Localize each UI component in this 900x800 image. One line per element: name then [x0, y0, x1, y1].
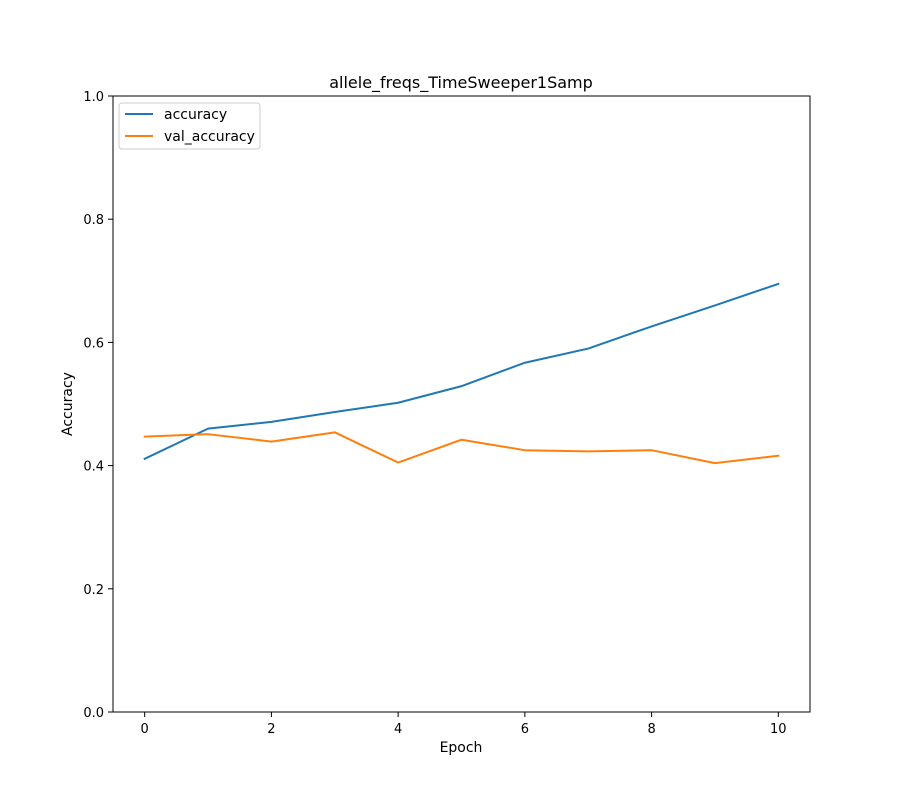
legend-label-accuracy: accuracy — [164, 107, 227, 123]
legend-label-val-accuracy: val_accuracy — [164, 129, 255, 145]
y-axis: 0.0 0.2 0.4 0.6 0.8 1.0 — [83, 90, 113, 721]
legend-box — [118, 102, 261, 150]
chart-title: allele_freqs_TimeSweeper1Samp — [329, 73, 593, 93]
x-axis-label: Epoch — [440, 740, 483, 756]
y-tick-label: 0.8 — [83, 213, 104, 228]
y-tick-label: 1.0 — [83, 90, 104, 105]
y-axis-label: Accuracy — [60, 372, 76, 436]
y-tick-label: 0.2 — [83, 583, 104, 598]
plot-frame — [112, 95, 811, 713]
x-tick-label: 0 — [141, 722, 149, 737]
x-tick-label: 6 — [521, 722, 529, 737]
legend: accuracy val_accuracy — [118, 102, 261, 150]
x-tick-label: 2 — [267, 722, 275, 737]
x-tick-label: 8 — [647, 722, 655, 737]
x-tick-label: 10 — [770, 722, 787, 737]
y-tick-label: 0.6 — [83, 336, 104, 351]
series-line-val-accuracy — [143, 431, 780, 465]
x-tick-label: 4 — [394, 722, 402, 737]
plot-area — [143, 282, 780, 465]
x-axis: 0 2 4 6 8 10 — [141, 712, 787, 737]
series-line-accuracy — [143, 282, 780, 461]
y-tick-label: 0.4 — [83, 460, 104, 475]
y-tick-label: 0.0 — [83, 706, 104, 721]
